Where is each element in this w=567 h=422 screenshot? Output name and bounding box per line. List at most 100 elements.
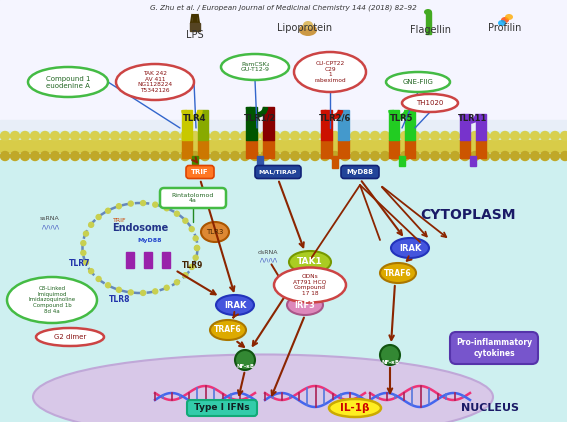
Circle shape [260,132,269,141]
Circle shape [460,132,469,141]
Ellipse shape [33,354,493,422]
Text: CYTOPLASM: CYTOPLASM [420,208,516,222]
Ellipse shape [289,251,331,273]
Bar [263,107,274,140]
Circle shape [551,132,560,141]
Bar [399,156,405,166]
Circle shape [171,151,180,160]
Text: TRAF6: TRAF6 [214,325,242,335]
Circle shape [451,132,459,141]
Circle shape [411,151,420,160]
Circle shape [240,132,249,141]
FancyBboxPatch shape [187,400,257,416]
Bar [198,110,208,140]
Circle shape [194,246,200,251]
Circle shape [180,151,189,160]
Ellipse shape [28,67,108,97]
Text: Lipoprotein: Lipoprotein [277,23,333,33]
Circle shape [380,132,390,141]
Circle shape [175,211,179,216]
Circle shape [531,151,539,160]
Circle shape [160,132,170,141]
Circle shape [1,132,10,141]
Text: Profilin: Profilin [488,23,522,33]
Circle shape [81,250,86,255]
Bar [470,156,476,166]
Bar [126,252,134,268]
Circle shape [191,151,200,160]
Circle shape [540,132,549,141]
Circle shape [116,287,121,292]
Text: ODNs
AT791 HCQ
Compound
17 18: ODNs AT791 HCQ Compound 17 18 [293,274,327,296]
Ellipse shape [274,268,346,303]
Circle shape [251,132,260,141]
Circle shape [451,151,459,160]
Circle shape [171,132,180,141]
Circle shape [183,273,188,278]
Circle shape [70,132,79,141]
Circle shape [111,151,120,160]
Circle shape [460,151,469,160]
Text: TLR2/6: TLR2/6 [319,114,351,122]
Ellipse shape [36,328,104,346]
Circle shape [561,151,567,160]
Circle shape [490,151,500,160]
Circle shape [210,132,219,141]
Ellipse shape [303,21,313,29]
Circle shape [153,289,158,294]
Ellipse shape [294,52,366,92]
Text: NF-κB: NF-κB [381,360,399,365]
Bar [182,110,192,140]
Bar [192,156,198,164]
FancyBboxPatch shape [160,188,226,208]
Circle shape [281,132,290,141]
Circle shape [400,151,409,160]
Circle shape [521,132,530,141]
Text: TLR9: TLR9 [183,260,204,270]
Circle shape [96,276,101,281]
Text: IRAK: IRAK [224,300,246,309]
Circle shape [141,132,150,141]
Text: TLR7: TLR7 [69,259,91,268]
Ellipse shape [386,72,450,92]
Bar [321,110,332,140]
Circle shape [471,151,480,160]
Ellipse shape [221,54,289,80]
Circle shape [81,241,86,246]
Text: TAK 242
AV 411
NG1128224
T5342126: TAK 242 AV 411 NG1128224 T5342126 [137,71,172,93]
Bar [0,140,567,152]
Text: TLR1/2: TLR1/2 [244,114,276,122]
Bar [182,140,192,158]
Bar [263,140,274,158]
Circle shape [531,132,539,141]
Circle shape [160,151,170,160]
Bar [332,156,338,168]
Circle shape [121,132,129,141]
Bar [144,252,152,268]
Ellipse shape [380,263,416,283]
Ellipse shape [424,9,432,15]
Bar [338,110,349,140]
Text: LPS: LPS [186,30,204,40]
Circle shape [1,151,10,160]
Bar [246,140,257,158]
Circle shape [270,132,280,141]
Circle shape [83,231,88,236]
Ellipse shape [210,320,246,340]
Circle shape [88,222,94,227]
Circle shape [50,132,60,141]
Text: MAL/TIRAP: MAL/TIRAP [259,170,297,175]
Text: TRAF6: TRAF6 [384,268,412,278]
Text: CU-CPT22
C29
1
rabeximod: CU-CPT22 C29 1 rabeximod [314,61,346,83]
Circle shape [501,132,510,141]
Ellipse shape [116,64,194,100]
Circle shape [540,151,549,160]
Text: Rintatolomod
4a: Rintatolomod 4a [172,192,214,203]
Circle shape [83,260,88,265]
FancyBboxPatch shape [341,165,379,179]
Circle shape [270,151,280,160]
Circle shape [141,290,146,295]
Circle shape [260,151,269,160]
Bar [0,120,567,130]
Text: IL-1β: IL-1β [340,403,370,413]
